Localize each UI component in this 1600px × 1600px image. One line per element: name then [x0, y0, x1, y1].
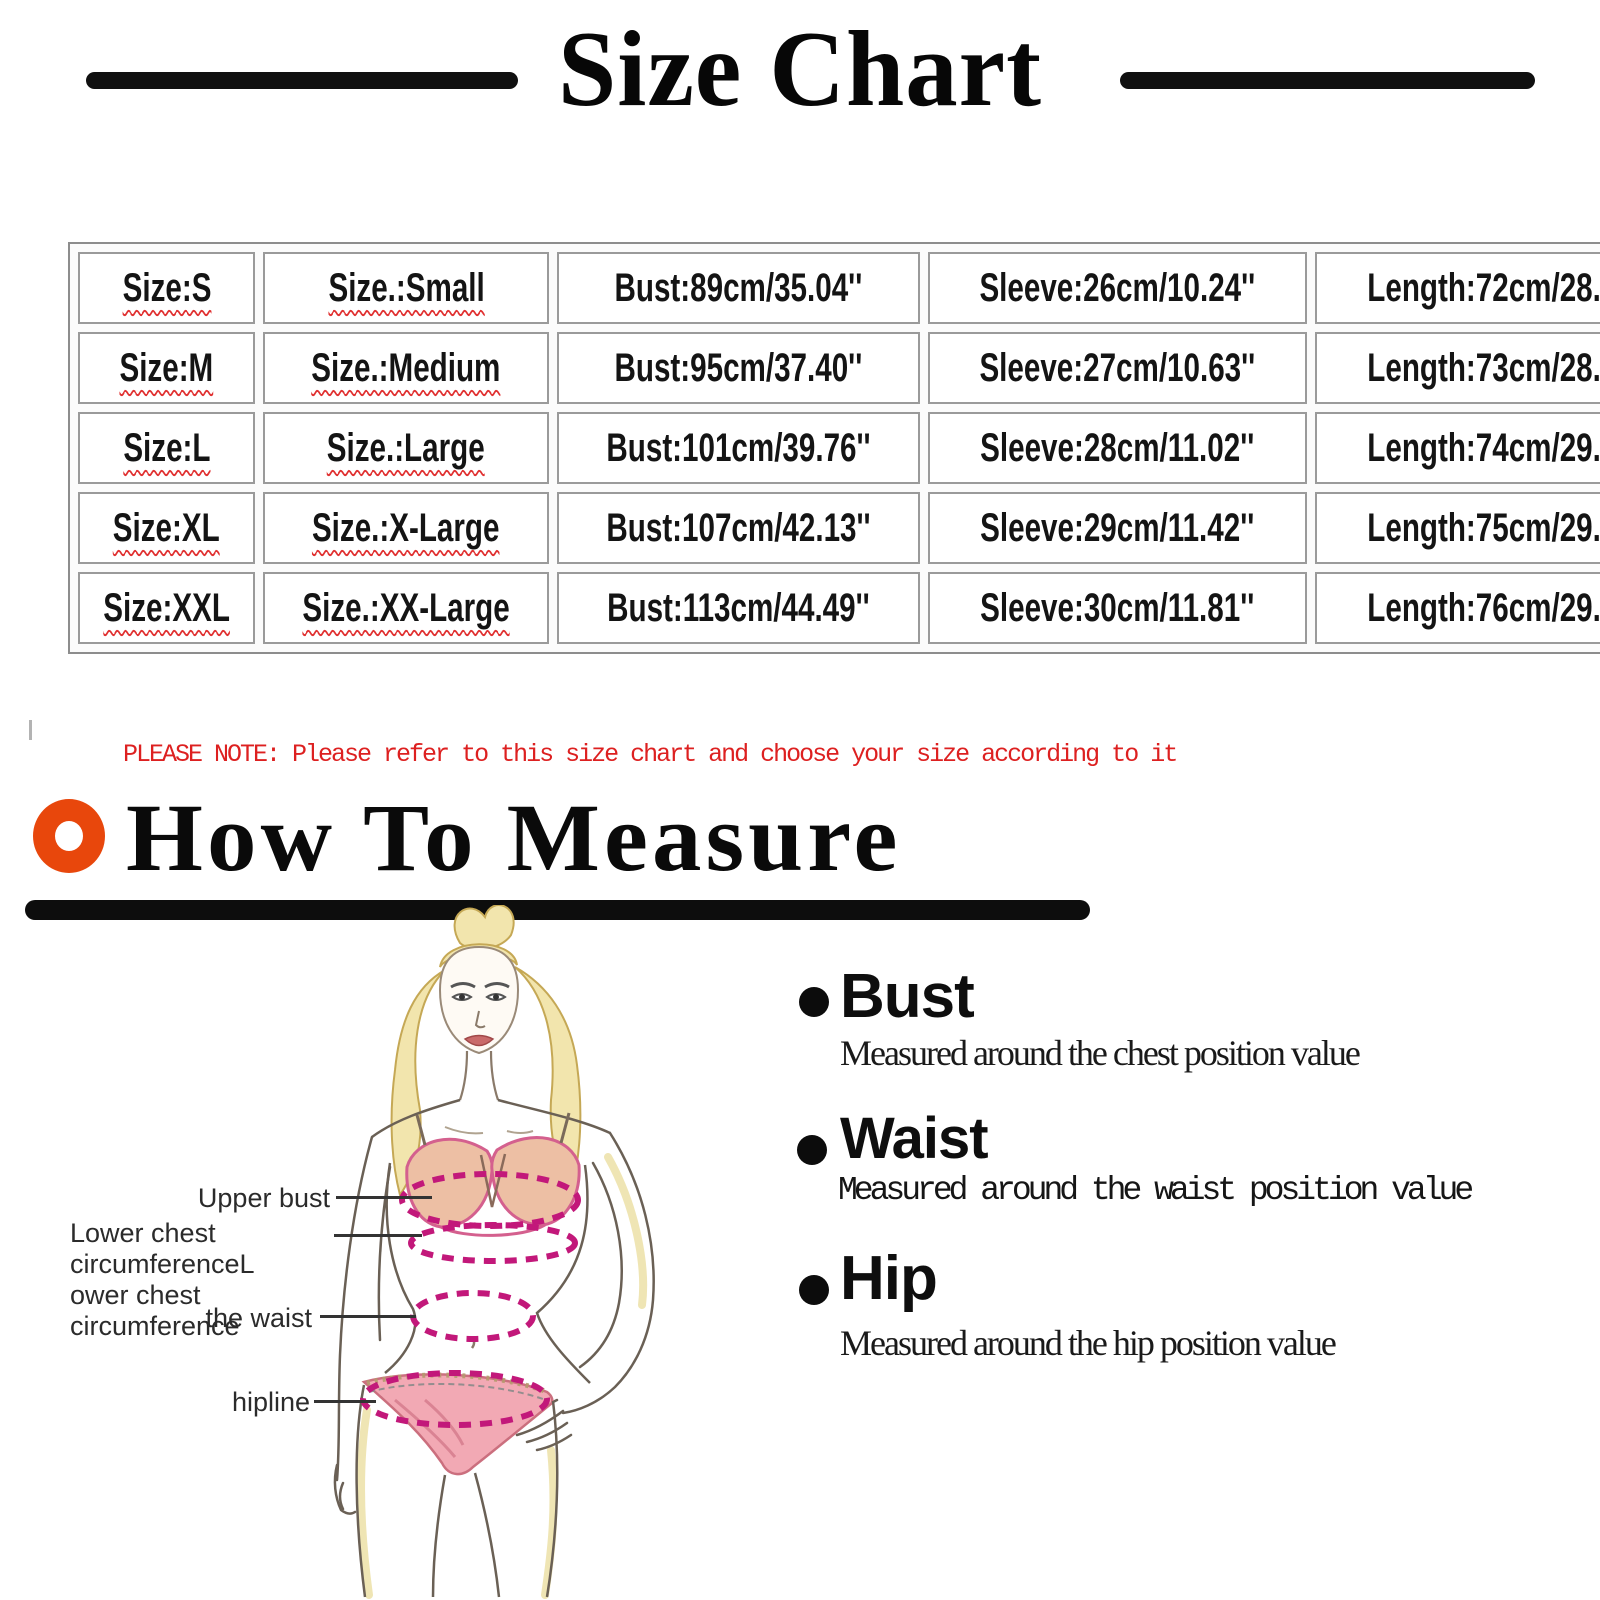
measurement-figure-illustration	[333, 905, 655, 1599]
title-left-rule	[86, 72, 518, 89]
size-cell: Size:L	[78, 412, 256, 484]
heading-underline-rule	[25, 900, 1090, 920]
table-row: Size:M Size.:Medium Bust:95cm/37.40'' Sl…	[78, 332, 1600, 404]
lower-chest-pointer-line	[334, 1234, 422, 1237]
waist-item-desc: Measured around the waist position value	[838, 1172, 1474, 1209]
waist-bullet-icon	[797, 1135, 827, 1165]
table-row: Size:XL Size.:X-Large Bust:107cm/42.13''…	[78, 492, 1600, 564]
title-right-rule	[1120, 72, 1535, 89]
length-cell: Length:72cm/28.35''	[1314, 252, 1600, 324]
length-cell: Length:73cm/28.74''	[1314, 332, 1600, 404]
table-row: Size:S Size.:Small Bust:89cm/35.04'' Sle…	[78, 252, 1600, 324]
size-table: Size:S Size.:Small Bust:89cm/35.04'' Sle…	[68, 242, 1600, 654]
size-name-cell: Size.:Medium	[263, 332, 550, 404]
orange-ring-icon	[33, 799, 105, 873]
length-cell: Length:74cm/29.13''	[1314, 412, 1600, 484]
size-name-cell: Size.:X-Large	[263, 492, 550, 564]
sleeve-cell: Sleeve:26cm/10.24''	[928, 252, 1307, 324]
length-cell: Length:76cm/29.92''	[1314, 572, 1600, 644]
bust-cell: Bust:89cm/35.04''	[557, 252, 921, 324]
lower-chest-label-line1: Lower chest circumferenceL	[70, 1218, 255, 1279]
how-to-measure-heading: How To Measure	[126, 784, 902, 891]
lower-chest-label: Lower chest circumferenceL ower chest ci…	[70, 1218, 355, 1342]
length-cell: Length:75cm/29.53''	[1314, 492, 1600, 564]
waist-label: the waist	[205, 1303, 312, 1333]
size-name-cell: Size.:Small	[263, 252, 550, 324]
size-cell: Size:S	[78, 252, 256, 324]
size-cell: Size:XXL	[78, 572, 256, 644]
sleeve-cell: Sleeve:27cm/10.63''	[928, 332, 1307, 404]
hip-item-title: Hip	[840, 1244, 938, 1313]
waist-pointer-line	[320, 1315, 416, 1318]
upper-bust-pointer-line	[336, 1196, 432, 1199]
sleeve-cell: Sleeve:28cm/11.02''	[928, 412, 1307, 484]
hip-item-desc: Measured around the hip position value	[840, 1323, 1337, 1363]
bust-cell: Bust:107cm/42.13''	[557, 492, 921, 564]
bust-item-title: Bust	[840, 962, 975, 1031]
measurement-dashed-ellipses	[360, 1171, 581, 1428]
sleeve-cell: Sleeve:29cm/11.42''	[928, 492, 1307, 564]
bust-item-desc: Measured around the chest position value	[840, 1033, 1361, 1073]
size-name-cell: Size.:Large	[263, 412, 550, 484]
size-cell: Size:XL	[78, 492, 256, 564]
note-text: PLEASE NOTE: Please refer to this size c…	[123, 740, 1178, 769]
size-cell: Size:M	[78, 332, 256, 404]
size-name-cell: Size.:XX-Large	[263, 572, 550, 644]
sleeve-cell: Sleeve:30cm/11.81''	[928, 572, 1307, 644]
bust-cell: Bust:95cm/37.40''	[557, 332, 921, 404]
hipline-label: hipline	[231, 1387, 310, 1417]
hip-bullet-icon	[799, 1275, 829, 1305]
scan-artifact-mark	[29, 720, 32, 740]
page-title: Size Chart	[558, 10, 1042, 129]
bust-cell: Bust:101cm/39.76''	[557, 412, 921, 484]
hipline-pointer-line	[314, 1400, 376, 1403]
waist-item-title: Waist	[840, 1106, 989, 1171]
bust-cell: Bust:113cm/44.49''	[557, 572, 921, 644]
table-row: Size:L Size.:Large Bust:101cm/39.76'' Sl…	[78, 412, 1600, 484]
lower-chest-label-line2: ower chest circumference	[70, 1280, 240, 1341]
bust-bullet-icon	[799, 987, 829, 1017]
table-row: Size:XXL Size.:XX-Large Bust:113cm/44.49…	[78, 572, 1600, 644]
upper-bust-label: Upper bust	[197, 1183, 330, 1213]
